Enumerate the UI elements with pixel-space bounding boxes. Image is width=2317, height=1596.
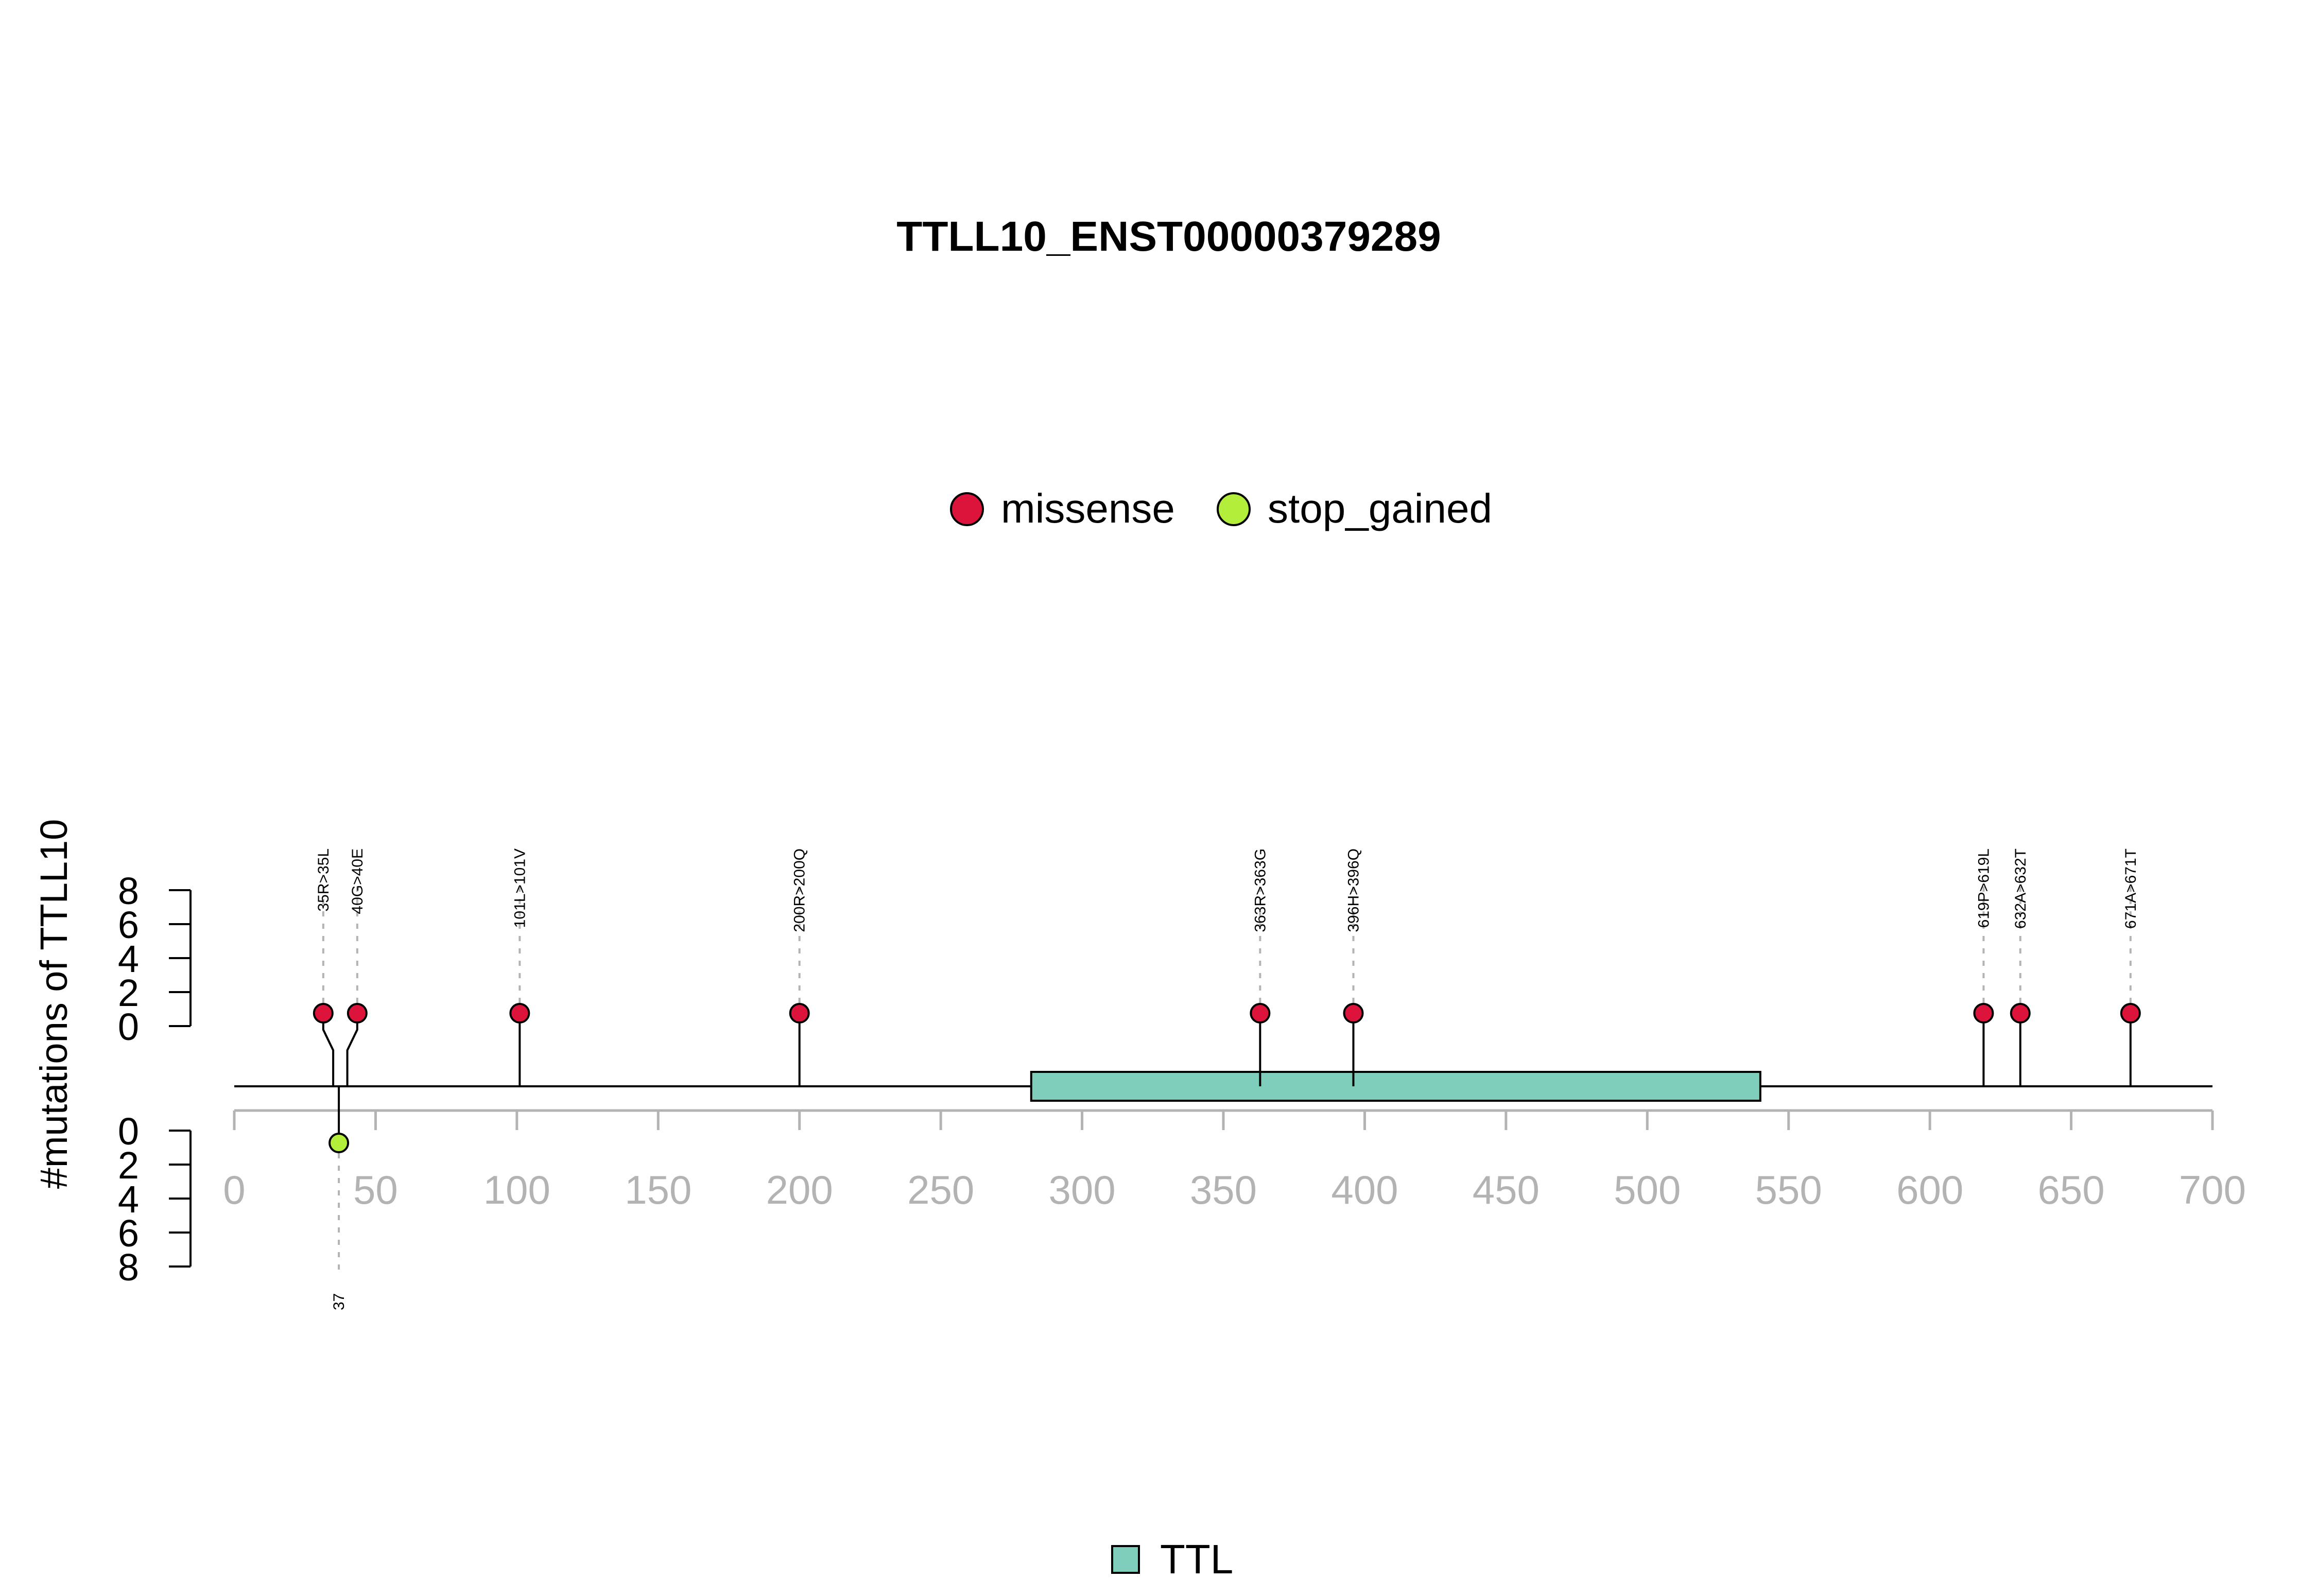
x-tick-label: 450 xyxy=(1473,1167,1540,1212)
bottom-y-tick-label: 0 xyxy=(118,1110,139,1153)
chart-title: TTLL10_ENST00000379289 xyxy=(896,213,1441,260)
x-tick-label: 650 xyxy=(2038,1167,2105,1212)
mutation-type-legend: missense stop_gained xyxy=(950,485,1492,531)
domain-box-ttl xyxy=(1030,1071,1761,1102)
x-tick-label: 200 xyxy=(766,1167,833,1212)
mutation-label: 200R>200Q xyxy=(791,848,808,932)
x-tick-label: 100 xyxy=(483,1167,550,1212)
legend-label-missense: missense xyxy=(1001,485,1175,531)
x-tick-label: 50 xyxy=(353,1167,398,1212)
mutation-point-missense xyxy=(789,1003,810,1023)
domain-legend: TTL xyxy=(1111,1536,1233,1582)
mutation-label: 363R>363G xyxy=(1252,848,1269,932)
bottom-y-tick-label: 2 xyxy=(118,1144,139,1187)
mutation-label: 396H>396Q xyxy=(1345,848,1362,932)
y-axis-label: #mutations of TTLL10 xyxy=(32,819,75,1189)
x-tick-label: 0 xyxy=(223,1167,245,1212)
legend-label-stop_gained: stop_gained xyxy=(1268,485,1492,531)
x-tick-label: 300 xyxy=(1049,1167,1116,1212)
mutation-stem xyxy=(346,1013,358,1086)
bottom-mutations: 37 xyxy=(328,1086,350,1310)
mutation-point-missense xyxy=(2120,1003,2141,1023)
mutation-point-missense xyxy=(1973,1003,1994,1023)
x-tick-label: 350 xyxy=(1190,1167,1257,1212)
mutation-label: 37 xyxy=(331,1293,348,1310)
x-tick-label: 600 xyxy=(1896,1167,1963,1212)
x-tick-label: 700 xyxy=(2179,1167,2246,1212)
mutation-label: 619P>619L xyxy=(1975,848,1992,928)
mutation-label: 671A>671T xyxy=(2122,848,2139,929)
bottom-y-tick-label: 4 xyxy=(118,1178,139,1221)
mutation-point-missense xyxy=(1250,1003,1271,1023)
top-y-tick-label: 4 xyxy=(118,938,139,980)
domains xyxy=(1030,1071,1761,1102)
mutation-label: 632A>632T xyxy=(2012,848,2029,929)
mutation-label: 40G>40E xyxy=(349,848,366,914)
domain-legend-label: TTL xyxy=(1160,1536,1233,1582)
mutation-point-missense xyxy=(509,1003,530,1023)
legend-symbol-stop_gained xyxy=(1217,492,1251,526)
bottom-y-tick-label: 8 xyxy=(118,1246,139,1289)
mutation-point-missense xyxy=(313,1003,334,1023)
x-tick-label: 550 xyxy=(1755,1167,1822,1212)
mutation-point-missense xyxy=(1343,1003,1364,1023)
x-tick-label: 150 xyxy=(625,1167,691,1212)
x-tick-label: 400 xyxy=(1331,1167,1398,1212)
top-mutations: 35R>35L 40G>40E 101L>101V 200R>200Q 363R>363… xyxy=(313,848,2141,1086)
mutation-point-stop_gained xyxy=(328,1133,350,1153)
top-y-tick-label: 6 xyxy=(118,904,139,946)
top-y-tick-label: 0 xyxy=(118,1005,139,1048)
legend-symbol-missense xyxy=(950,492,984,526)
top-y-tick-label: 8 xyxy=(118,870,139,912)
x-tick-label: 500 xyxy=(1614,1167,1681,1212)
mutation-stem xyxy=(322,1013,335,1086)
mutation-label: 35R>35L xyxy=(315,848,332,912)
mutation-point-missense xyxy=(347,1003,368,1023)
mutation-point-missense xyxy=(2010,1003,2031,1023)
top-y-tick-label: 2 xyxy=(118,972,139,1014)
bottom-y-tick-label: 6 xyxy=(118,1212,139,1255)
axes: 0 50 100 150 200 250 300 350 400 450 500 550 600 650 7… xyxy=(118,870,2246,1289)
x-tick-label: 250 xyxy=(907,1167,974,1212)
mutation-label: 101L>101V xyxy=(511,848,528,928)
domain-legend-swatch xyxy=(1111,1545,1140,1574)
